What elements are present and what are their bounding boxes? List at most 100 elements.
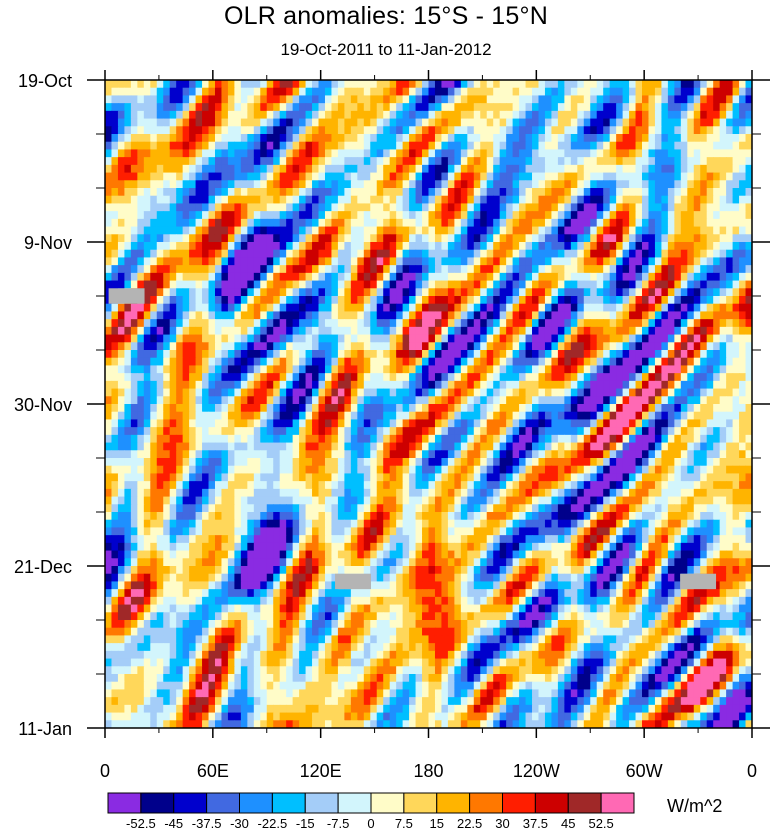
heatmap-cell <box>441 419 449 428</box>
heatmap-cell <box>202 141 210 151</box>
heatmap-cell <box>409 350 417 359</box>
heatmap-cell <box>648 226 656 235</box>
heatmap-cell <box>551 342 559 351</box>
heatmap-cell <box>331 257 339 266</box>
heatmap-cell <box>570 218 578 228</box>
heatmap-cell <box>124 110 132 120</box>
heatmap-cell <box>182 164 190 174</box>
heatmap-cell <box>214 110 223 120</box>
heatmap-cell <box>596 134 604 143</box>
heatmap-cell <box>111 342 119 351</box>
heatmap-cell <box>163 118 171 127</box>
heatmap-cell <box>240 180 248 189</box>
heatmap-cell <box>454 211 462 220</box>
heatmap-cell <box>292 350 300 359</box>
heatmap-cell <box>544 319 553 328</box>
heatmap-cell <box>286 319 294 328</box>
heatmap-cell <box>693 365 701 374</box>
heatmap-cell <box>350 180 358 189</box>
heatmap-cell <box>557 134 565 143</box>
heatmap-cell <box>156 442 164 451</box>
heatmap-cell <box>590 303 598 313</box>
heatmap-cell <box>499 164 507 174</box>
heatmap-cell <box>454 334 462 343</box>
heatmap-cell <box>538 218 546 228</box>
heatmap-cell <box>357 411 365 421</box>
heatmap-cell <box>156 388 164 397</box>
heatmap-cell <box>674 80 682 89</box>
heatmap-cell <box>376 357 384 367</box>
heatmap-cell <box>240 95 248 104</box>
heatmap-cell <box>318 396 326 405</box>
heatmap-cell <box>370 296 378 305</box>
heatmap-cell <box>719 319 727 328</box>
heatmap-cell <box>700 180 708 189</box>
heatmap-cell <box>402 110 410 120</box>
heatmap-cell <box>739 157 747 166</box>
heatmap-cell <box>402 149 410 158</box>
heatmap-cell <box>654 103 663 112</box>
heatmap-cell <box>279 149 287 158</box>
heatmap-cell <box>111 265 119 274</box>
heatmap-cell <box>247 365 255 374</box>
heatmap-cell <box>299 458 307 467</box>
heatmap-cell <box>745 404 752 413</box>
heatmap-cell <box>389 234 397 243</box>
heatmap-cell <box>512 334 520 343</box>
heatmap-cell <box>603 257 611 266</box>
heatmap-cell <box>169 188 177 197</box>
heatmap-cell <box>266 226 274 235</box>
heatmap-cell <box>130 95 138 104</box>
heatmap-cell <box>499 195 507 205</box>
heatmap-cell <box>318 380 326 390</box>
heatmap-cell <box>227 188 235 197</box>
heatmap-cell <box>680 180 688 189</box>
heatmap-cell <box>318 149 326 158</box>
heatmap-cell <box>176 380 184 390</box>
heatmap-cell <box>208 134 216 143</box>
heatmap-cell <box>428 458 436 467</box>
heatmap-cell <box>318 164 326 174</box>
heatmap-cell <box>667 149 675 158</box>
heatmap-cell <box>635 218 643 228</box>
heatmap-cell <box>570 450 578 459</box>
heatmap-cell <box>693 419 701 428</box>
heatmap-cell <box>680 265 688 274</box>
heatmap-cell <box>240 342 248 351</box>
heatmap-cell <box>376 350 384 359</box>
heatmap-cell <box>616 272 624 282</box>
heatmap-cell <box>279 180 287 189</box>
heatmap-cell <box>642 164 650 174</box>
heatmap-cell <box>189 218 197 228</box>
heatmap-cell <box>551 311 559 320</box>
heatmap-cell <box>105 226 113 235</box>
heatmap-cell <box>150 195 158 205</box>
heatmap-cell <box>667 280 675 289</box>
heatmap-cell <box>674 326 682 336</box>
heatmap-cell <box>609 357 617 367</box>
heatmap-cell <box>202 380 210 390</box>
heatmap-cell <box>460 80 468 89</box>
heatmap-cell <box>279 442 287 451</box>
heatmap-cell <box>422 434 430 444</box>
heatmap-cell <box>396 203 404 212</box>
heatmap-cell <box>286 149 294 158</box>
heatmap-cell <box>635 110 643 120</box>
heatmap-cell <box>389 126 397 135</box>
heatmap-cell <box>441 203 449 212</box>
heatmap-cell <box>234 157 242 166</box>
heatmap-cell <box>629 419 637 428</box>
heatmap-cell <box>163 249 171 259</box>
heatmap-cell <box>460 365 468 374</box>
heatmap-cell <box>202 404 210 413</box>
heatmap-cell <box>493 103 501 112</box>
heatmap-cell <box>596 141 604 151</box>
heatmap-cell <box>583 226 591 235</box>
heatmap-cell <box>363 450 371 459</box>
heatmap-cell <box>590 404 598 413</box>
heatmap-cell <box>266 265 274 274</box>
heatmap-cell <box>473 311 481 320</box>
heatmap-cell <box>460 458 468 467</box>
heatmap-cell <box>299 242 307 251</box>
heatmap-cell <box>156 118 164 127</box>
